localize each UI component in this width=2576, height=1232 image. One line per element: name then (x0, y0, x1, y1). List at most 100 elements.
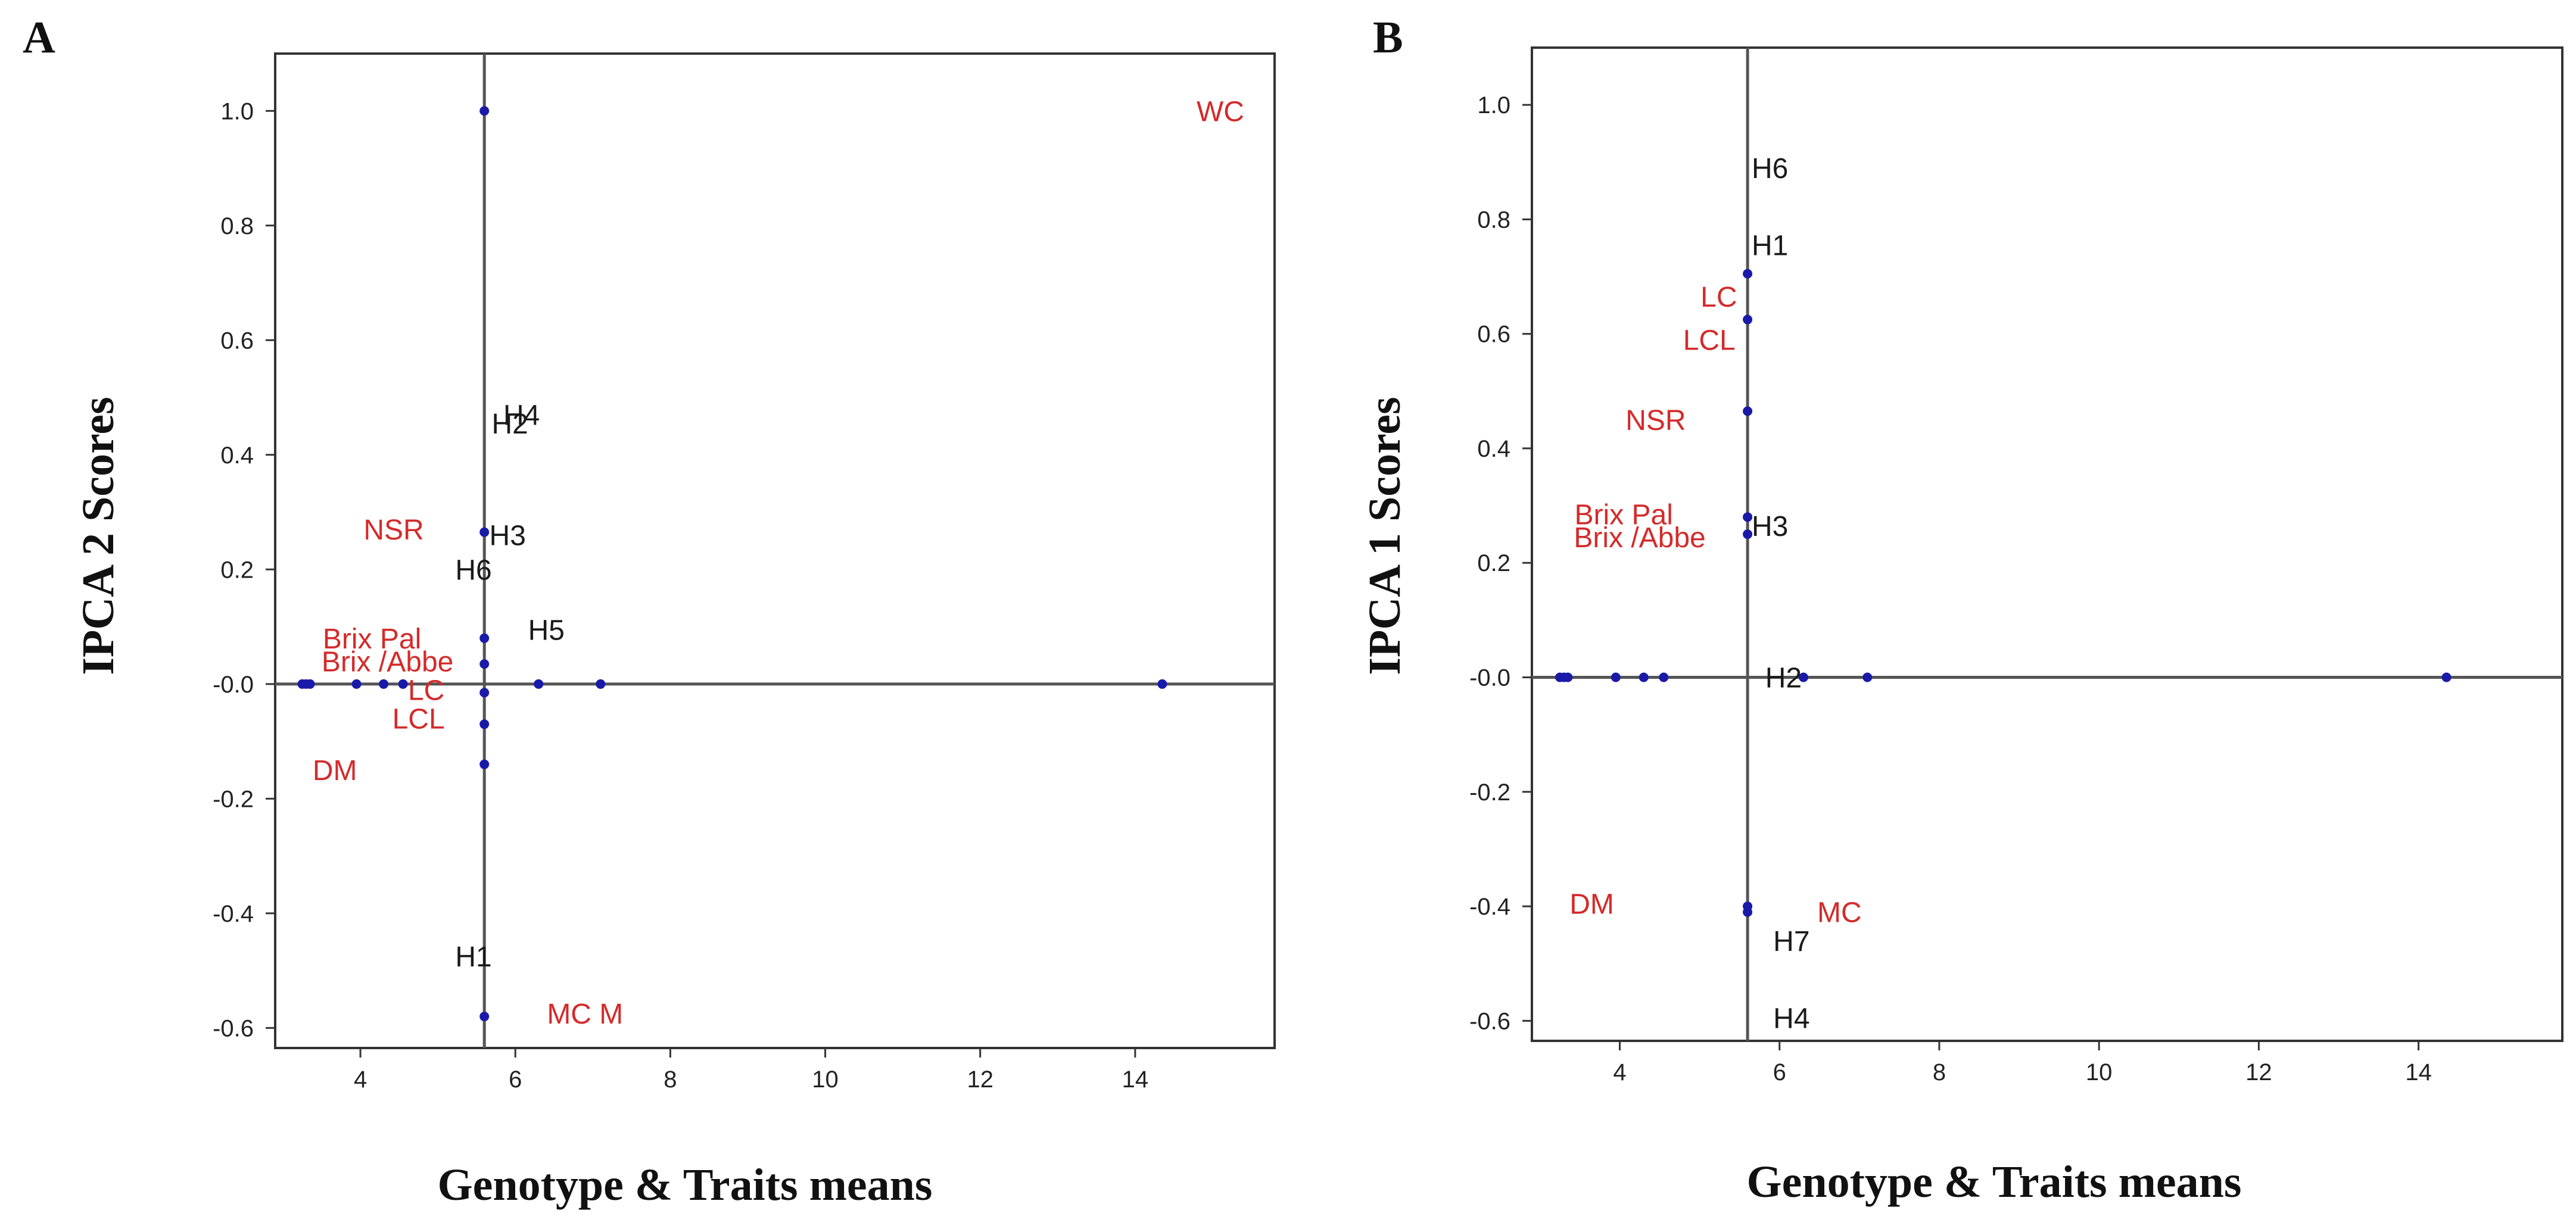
panel-a-y-tick-label: 0.8 (220, 213, 254, 239)
panel-b-y-tick-label: 0.2 (1477, 550, 1510, 576)
panel-b-y-tick-label: 0.8 (1477, 207, 1510, 233)
panel-a-data-point (596, 679, 606, 689)
panel-a-trait-label: DM (313, 755, 357, 787)
panel-a-y-tick-label: 0.4 (220, 442, 254, 469)
panel-a-points (297, 106, 1167, 1022)
panel-a-x-tick-label: 12 (967, 1066, 993, 1093)
panel-a-data-point (479, 688, 490, 698)
panel-b-y-tick-label: 1.0 (1477, 92, 1510, 118)
panel-a-data-point (379, 679, 389, 689)
panel-a-data-point (479, 719, 490, 729)
panel-b-y-tick-label: 0.6 (1477, 322, 1510, 348)
panel-b-trait-label: MC (1817, 897, 1862, 929)
panel-b-y-axis-title: IPCA 1 Scores (1360, 397, 1410, 675)
panel-b-data-point (1743, 512, 1753, 522)
panel-b-x-tick-label: 4 (1613, 1059, 1626, 1086)
panel-a-data-point (534, 679, 544, 689)
panel-a-plot-frame (274, 52, 1276, 1049)
panel-a-data-point (479, 1012, 490, 1022)
panel-a-y-tick-label: -0.4 (213, 901, 254, 927)
panel-a-data-point (1157, 679, 1167, 689)
panel-b-trait-label: NSR (1625, 405, 1686, 436)
panel-a-data-point (479, 106, 490, 116)
panel-a-y-tick-label: -0.0 (213, 672, 254, 698)
panel-b-genotype-label: H4 (1773, 1003, 1809, 1035)
panel-a-genotype-label: H3 (490, 520, 526, 552)
panel-a-x-tick-label: 14 (1122, 1066, 1149, 1093)
panel-a-data-point (479, 527, 490, 537)
panel-a-trait-label: Brix Pal (323, 623, 421, 655)
panel-b-reference-lines (1532, 48, 2562, 1041)
panel-a-data-point (479, 633, 490, 643)
panel-b-data-point (1743, 907, 1753, 917)
panel-a-data-point (479, 759, 490, 769)
panel-a: A 4 6 8 10 12 14 1.0 0.8 0.6 0.4 0.2 -0.0 -0.2 -0.4 -… (23, 13, 1276, 1210)
panel-a-data-point (398, 679, 408, 689)
panel-b-trait-label: LCL (1683, 325, 1736, 356)
panel-a-data-point (351, 679, 362, 689)
panel-b-point-labels: H6 H1 LC LCL NSR Brix Pal H3 Brix /Abbe H2 DM MC H7… (1569, 153, 1861, 1035)
panel-a-y-tick-label: 0.2 (220, 557, 254, 583)
panel-b-data-point (1798, 672, 1808, 682)
panel-b-data-point (1743, 269, 1753, 279)
panel-b-data-point (1639, 672, 1649, 682)
panel-a-y-tick-label: 1.0 (220, 98, 254, 124)
panel-a-y-axis-title: IPCA 2 Scores (73, 397, 123, 675)
panel-b-x-axis-title: Genotype & Traits means (1746, 1157, 2241, 1207)
panel-b-data-point (1563, 672, 1573, 682)
panel-b-data-point (1659, 672, 1669, 682)
panel-b-x-tick-label: 12 (2245, 1059, 2272, 1086)
panel-a-trait-label: LC (408, 675, 444, 706)
panel-b-data-point (1743, 406, 1753, 416)
panel-a-trait-label: Brix /Abbe (322, 646, 453, 678)
panel-b-x-tick-label: 8 (1933, 1059, 1946, 1086)
panel-a-x-ticks: 4 6 8 10 12 14 (354, 1048, 1148, 1093)
panel-a-x-tick-label: 8 (664, 1066, 677, 1093)
panel-b-data-point (1743, 529, 1753, 539)
panel-a-data-point (305, 679, 315, 689)
panel-a-trait-label: NSR (363, 514, 423, 546)
panel-a-y-ticks: 1.0 0.8 0.6 0.4 0.2 -0.0 -0.2 -0.4 -0.6 (213, 98, 275, 1041)
panel-b-y-tick-label: -0.2 (1469, 779, 1510, 806)
panel-b: B 4 6 8 10 12 14 1.0 0.8 0.6 0.4 0.2 -0.0 -0.2 -0.4 -… (1360, 13, 2563, 1207)
panel-a-reference-lines (275, 54, 1275, 1048)
panel-a-trait-label: LCL (393, 704, 445, 735)
panel-b-letter: B (1373, 13, 1403, 63)
panel-b-genotype-label: H6 (1752, 153, 1788, 185)
panel-b-y-tick-label: -0.4 (1469, 894, 1510, 920)
panel-a-x-tick-label: 10 (812, 1066, 839, 1093)
panel-a-letter: A (23, 13, 55, 63)
panel-b-trait-label: Brix /Abbe (1574, 522, 1705, 554)
panel-a-genotype-label: H2 (491, 408, 528, 440)
panel-b-x-ticks: 4 6 8 10 12 14 (1613, 1041, 2432, 1086)
panel-a-y-tick-label: -0.2 (213, 786, 254, 812)
panel-b-trait-label: LC (1700, 282, 1737, 313)
panel-b-y-tick-label: -0.6 (1469, 1008, 1510, 1034)
panel-b-y-tick-label: 0.4 (1477, 436, 1510, 462)
panel-a-x-tick-label: 6 (509, 1066, 522, 1093)
panel-b-y-tick-label: -0.0 (1469, 665, 1510, 691)
panel-b-trait-label: DM (1569, 888, 1614, 920)
panel-a-genotype-label: H4 (503, 400, 540, 431)
panel-b-data-point (1862, 672, 1873, 682)
panel-a-trait-label: MC M (547, 999, 623, 1030)
panel-b-x-tick-label: 6 (1773, 1059, 1786, 1086)
panel-a-x-tick-label: 4 (354, 1066, 367, 1093)
panel-a-y-tick-label: 0.6 (220, 328, 254, 354)
panel-a-trait-label: WC (1197, 96, 1244, 127)
panel-a-x-axis-title: Genotype & Traits means (437, 1160, 932, 1210)
panel-a-genotype-label: H1 (455, 941, 491, 973)
panel-b-points (1555, 269, 2452, 917)
panel-b-data-point (1611, 672, 1621, 682)
panel-b-genotype-label: H3 (1752, 511, 1788, 542)
panel-b-plot-frame (1531, 46, 2563, 1042)
panel-b-genotype-label: H2 (1765, 663, 1802, 694)
panel-b-genotype-label: H7 (1773, 926, 1809, 957)
panel-b-x-tick-label: 14 (2405, 1059, 2432, 1086)
panel-a-genotype-label: H5 (528, 615, 565, 646)
panel-a-data-point (479, 659, 490, 669)
panel-a-genotype-label: H6 (455, 554, 491, 586)
panel-b-genotype-label: H1 (1752, 230, 1788, 262)
